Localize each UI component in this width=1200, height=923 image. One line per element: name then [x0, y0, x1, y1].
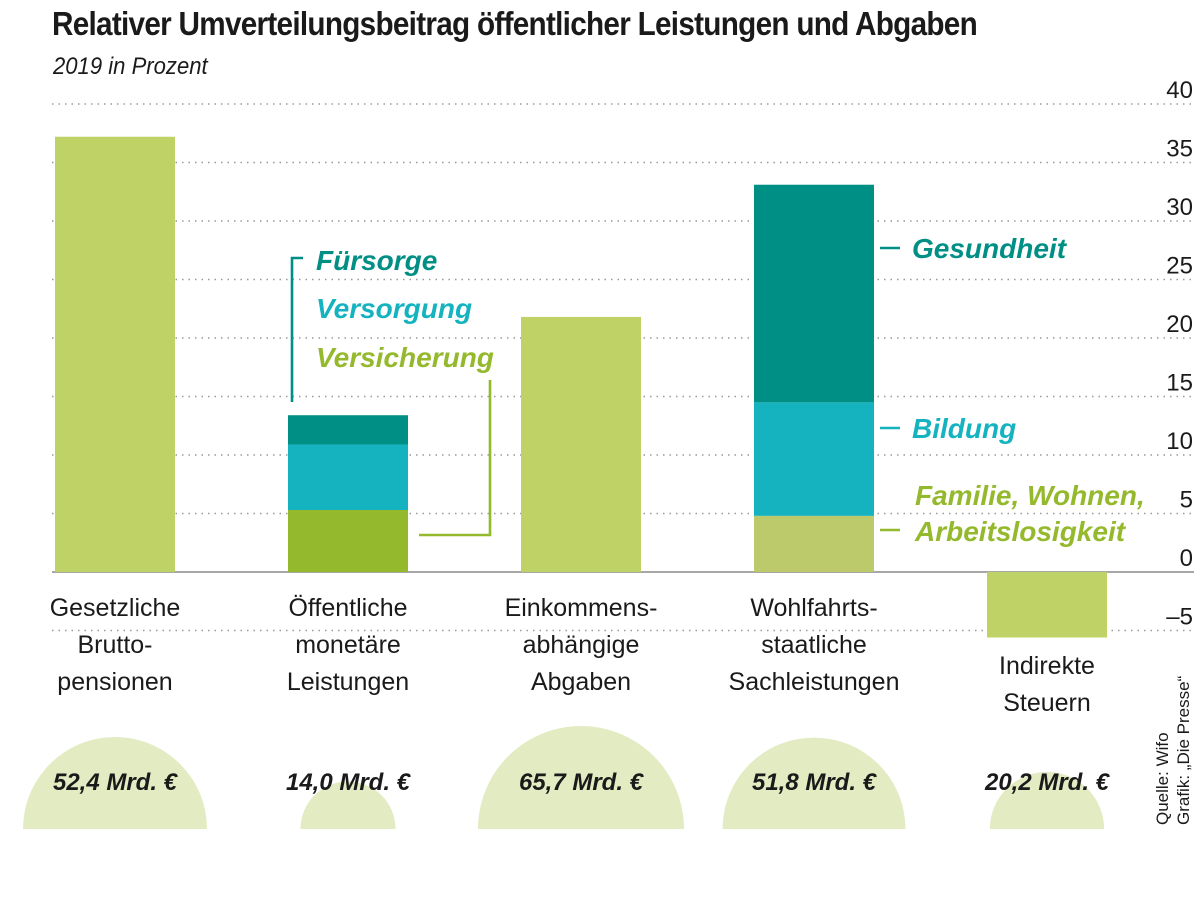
y-tick-label: 35 — [1166, 136, 1193, 163]
bar-segment — [288, 415, 408, 445]
credit-line: Grafik: „Die Presse“ — [1174, 675, 1193, 825]
category-label: Öffentliche — [288, 594, 407, 622]
volume-circle — [478, 726, 684, 829]
chart-title: Relativer Umverteilungsbeitrag öffentlic… — [52, 5, 978, 42]
category-labels: Gesetzliche Brutto-pensionen Öffentliche mo… — [50, 594, 1095, 717]
y-tick-label: –5 — [1166, 604, 1193, 631]
y-tick-label: 5 — [1180, 487, 1193, 514]
y-tick-label: 10 — [1166, 428, 1193, 455]
bar-segment — [754, 515, 874, 572]
category-label: Abgaben — [531, 668, 631, 696]
category-label: Wohlfahrts- — [750, 594, 877, 622]
volume-circles — [23, 726, 1105, 829]
bar-segment — [754, 184, 874, 403]
bracket-fuersorge — [290, 256, 303, 402]
y-tick-label: 15 — [1166, 370, 1193, 397]
bar-segment — [288, 509, 408, 572]
bar-segment — [521, 316, 641, 572]
volume-circle — [989, 771, 1105, 829]
category-label: Leistungen — [287, 668, 409, 696]
category-label: Gesetzliche — [50, 594, 181, 622]
y-tick-label: 0 — [1180, 545, 1193, 572]
annotation-connectors — [290, 246, 900, 537]
y-tick-label: 20 — [1166, 311, 1193, 338]
volume-label: 65,7 Mrd. € — [519, 769, 645, 796]
y-tick-label: 25 — [1166, 253, 1193, 280]
y-tick-label: 30 — [1166, 194, 1193, 221]
volume-label: 20,2 Mrd. € — [984, 769, 1111, 796]
category-label: Einkommens- — [505, 594, 658, 622]
volume-circle — [23, 737, 207, 829]
volume-circle — [300, 781, 396, 829]
annotation-label: Versorgung — [316, 293, 472, 324]
volume-label: 51,8 Mrd. € — [752, 769, 878, 796]
bar-segment — [987, 572, 1107, 638]
category-label: Indirekte — [999, 652, 1095, 680]
volume-labels: 52,4 Mrd. € 14,0 Mrd. € 65,7 Mrd. € 51,8 Mr… — [53, 769, 1111, 796]
category-label: Steuern — [1003, 689, 1091, 717]
category-label: Sachleistungen — [729, 668, 900, 696]
bar-segment — [55, 136, 175, 572]
y-tick-label: 40 — [1166, 77, 1193, 104]
annotation-label: Gesundheit — [912, 233, 1068, 264]
volume-label: 52,4 Mrd. € — [53, 769, 179, 796]
bar-segment — [288, 444, 408, 510]
annotations: Fürsorge Versorgung Versicherung Gesundheit… — [316, 233, 1145, 547]
bar-segment — [754, 402, 874, 516]
bars — [55, 136, 1107, 638]
volume-label: 14,0 Mrd. € — [286, 769, 412, 796]
annotation-label: Familie, Wohnen, — [915, 480, 1145, 511]
category-label: monetäre — [295, 631, 401, 659]
annotation-label: Versicherung — [316, 342, 494, 373]
chart-subtitle: 2019 in Prozent — [53, 53, 208, 80]
volume-circle — [722, 737, 906, 829]
annotation-label: Fürsorge — [316, 245, 437, 276]
annotation-label: Arbeitslosigkeit — [914, 516, 1127, 547]
y-axis-ticks: 40 35 30 25 20 15 10 5 0 –5 — [1166, 77, 1193, 631]
bracket-versicherung — [419, 380, 492, 537]
category-label: abhängige — [523, 631, 640, 659]
annotation-label: Bildung — [912, 413, 1016, 444]
category-label: pensionen — [57, 668, 172, 696]
source-line: Quelle: Wifo — [1153, 732, 1172, 825]
category-label: staatliche — [761, 631, 867, 659]
category-label: Brutto- — [77, 631, 152, 659]
